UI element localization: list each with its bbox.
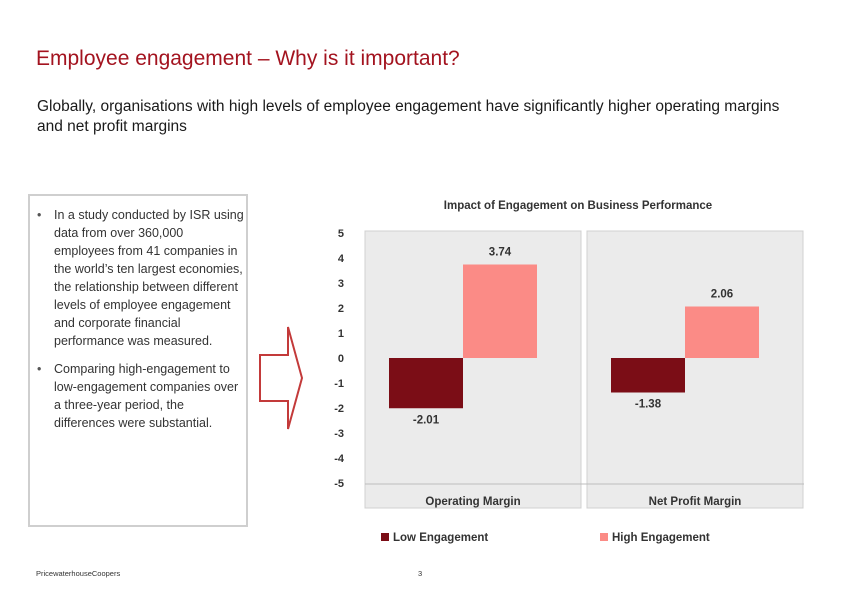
bullet-item-study: In a study conducted by ISR using data f… — [37, 206, 246, 350]
data-label: 2.06 — [711, 289, 733, 301]
category-label: Operating Margin — [425, 496, 520, 508]
bullet-list: In a study conducted by ISR using data f… — [30, 206, 246, 432]
y-tick-label: 0 — [338, 353, 344, 365]
bullet-item-comparison: Comparing high-engagement to low-engagem… — [37, 360, 246, 432]
legend-swatch — [381, 533, 389, 541]
bar-high-1 — [685, 306, 759, 358]
y-tick-label: 5 — [338, 228, 344, 240]
y-tick-label: -5 — [334, 478, 344, 490]
slide-subtitle: Globally, organisations with high levels… — [37, 98, 780, 135]
y-tick-label: 4 — [338, 253, 345, 265]
chart-title: Impact of Engagement on Business Perform… — [444, 200, 712, 212]
legend-label: Low Engagement — [393, 532, 488, 544]
data-label: 3.74 — [489, 247, 512, 259]
y-tick-label: -3 — [334, 428, 344, 440]
right-arrow-icon — [259, 326, 304, 430]
data-label: -1.38 — [635, 399, 662, 411]
engagement-bar-chart: Impact of Engagement on Business Perform… — [334, 200, 804, 544]
y-tick-label: -1 — [334, 378, 344, 390]
bar-high-0 — [463, 264, 537, 358]
study-summary-box: In a study conducted by ISR using data f… — [28, 194, 248, 527]
data-label: -2.01 — [413, 414, 440, 426]
category-label: Net Profit Margin — [649, 496, 742, 508]
y-tick-label: -2 — [334, 403, 344, 415]
y-tick-label: 3 — [338, 278, 344, 290]
y-tick-label: 1 — [338, 328, 344, 340]
slide-title: Employee engagement – Why is it importan… — [36, 47, 460, 70]
legend-label: High Engagement — [612, 532, 710, 544]
y-tick-label: -4 — [334, 453, 345, 465]
page-number: 3 — [418, 569, 423, 578]
footer-company: PricewaterhouseCoopers — [36, 569, 121, 578]
bar-low-0 — [389, 358, 463, 409]
bar-low-1 — [611, 358, 685, 393]
y-tick-label: 2 — [338, 303, 344, 315]
legend-swatch — [600, 533, 608, 541]
